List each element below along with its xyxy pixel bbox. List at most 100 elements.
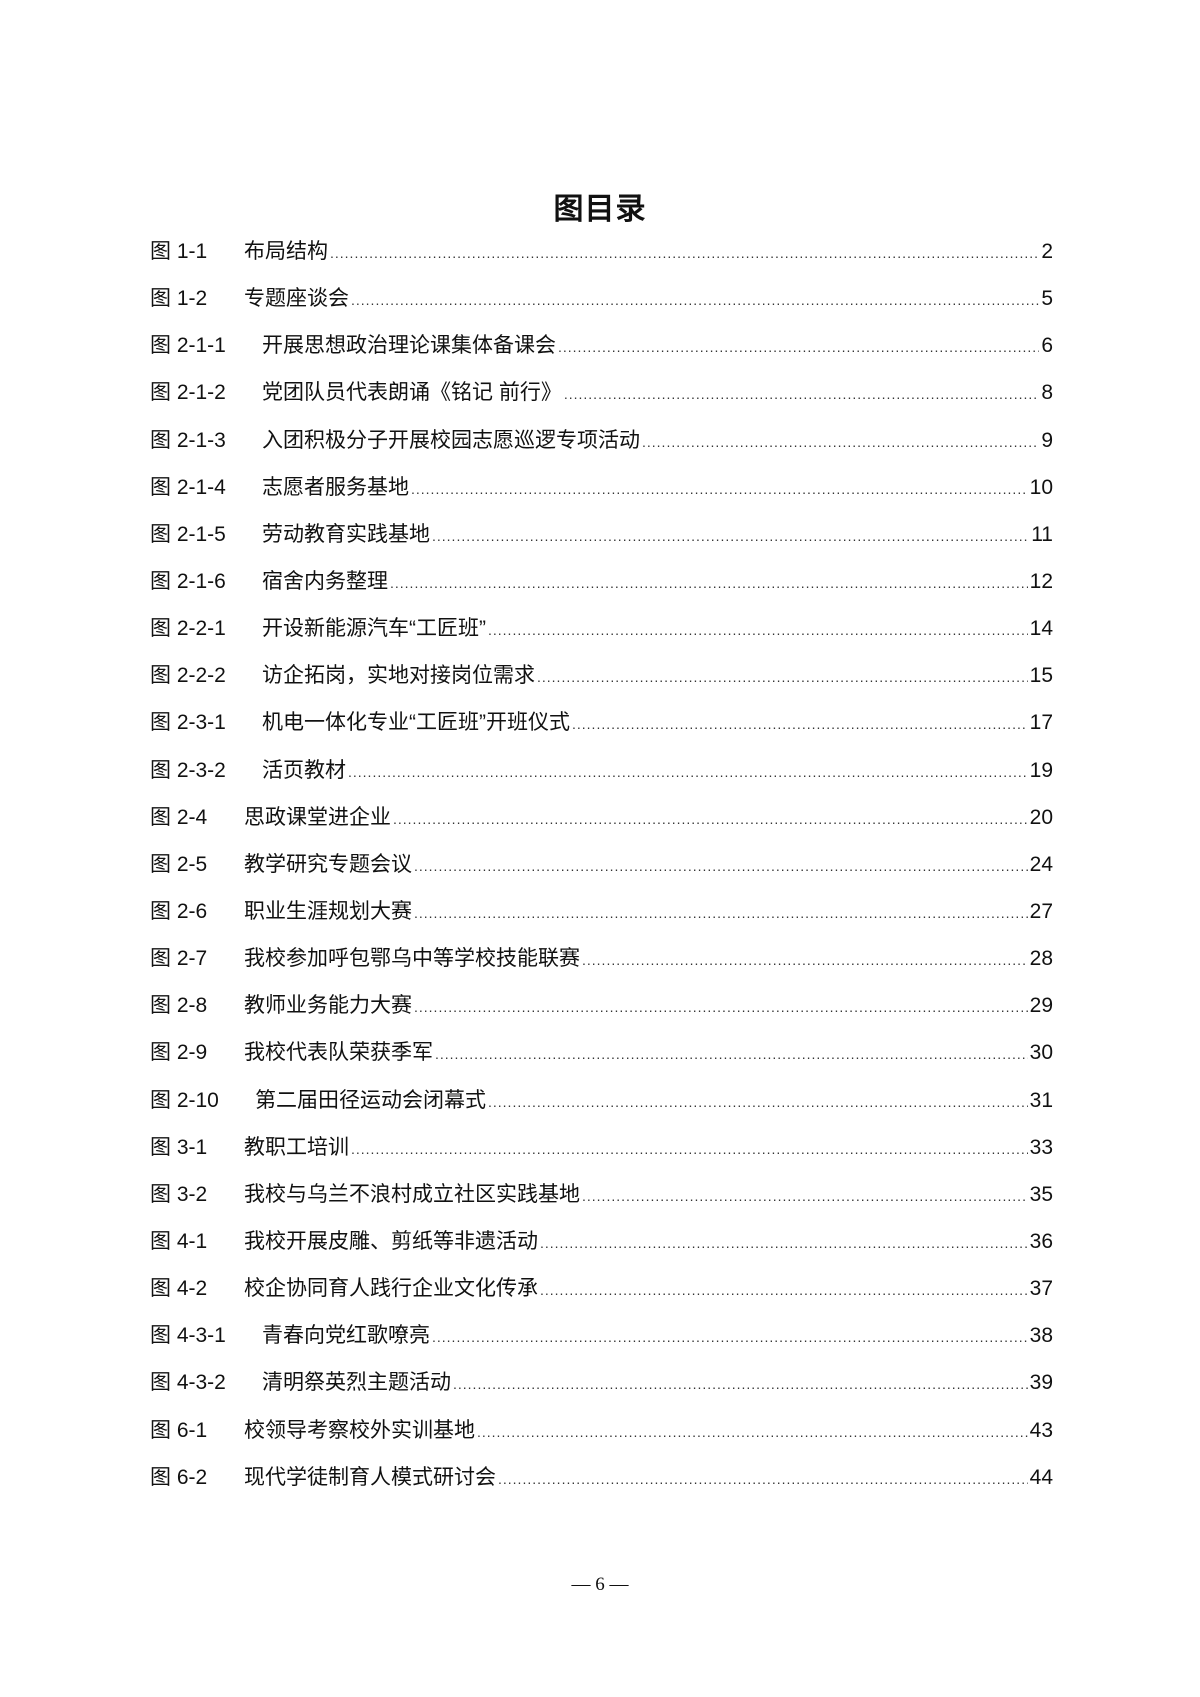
page-ref: 31 — [1029, 1088, 1053, 1112]
figure-title: 访企拓岗，实地对接岗位需求 — [262, 664, 535, 688]
page-ref: 11 — [1031, 522, 1053, 546]
page-ref: 28 — [1029, 947, 1053, 971]
figure-title: 校领导考察校外实训基地 — [244, 1418, 475, 1442]
dot-leader — [348, 752, 1028, 792]
toc-entry[interactable]: 图 2-2-1 开设新能源汽车“工匠班” 14 — [150, 609, 1053, 656]
dot-leader — [537, 657, 1028, 697]
figure-title: 活页教材 — [262, 758, 346, 782]
figure-title: 思政课堂进企业 — [244, 805, 391, 829]
figure-title: 青春向党红歌嘹亮 — [262, 1324, 430, 1348]
toc-entry[interactable]: 图 2-1-1 开展思想政治理论课集体备课会 6 — [150, 326, 1053, 373]
figure-number: 图 6-2 — [150, 1465, 208, 1489]
figure-number: 图 2-10 — [150, 1088, 219, 1112]
page-ref: 39 — [1029, 1371, 1053, 1395]
figure-title: 现代学徒制育人模式研讨会 — [244, 1465, 496, 1489]
dot-leader — [435, 1034, 1028, 1074]
figure-number: 图 3-1 — [150, 1135, 208, 1159]
figure-title: 我校参加呼包鄂乌中等学校技能联赛 — [244, 947, 580, 971]
page-ref: 6 — [1041, 334, 1053, 358]
figure-number: 图 4-3-1 — [150, 1324, 226, 1348]
dot-leader — [453, 1364, 1028, 1404]
figure-title: 我校开展皮雕、剪纸等非遗活动 — [244, 1229, 538, 1253]
figure-title: 入团积极分子开展校园志愿巡逻专项活动 — [262, 428, 640, 452]
page-ref: 14 — [1029, 617, 1053, 641]
toc-entry[interactable]: 图 3-1 教职工培训 33 — [150, 1128, 1053, 1175]
figure-number: 图 2-8 — [150, 994, 208, 1018]
figure-number: 图 2-7 — [150, 947, 208, 971]
toc-entry[interactable]: 图 4-2 校企协同育人践行企业文化传承 37 — [150, 1269, 1053, 1316]
figure-title: 职业生涯规划大赛 — [244, 899, 412, 923]
toc-entry[interactable]: 图 2-10 第二届田径运动会闭幕式 31 — [150, 1081, 1053, 1128]
page-title: 图目录 — [553, 193, 647, 226]
figure-number: 图 2-1-3 — [150, 428, 226, 452]
toc-entry[interactable]: 图 6-2 现代学徒制育人模式研讨会 44 — [150, 1458, 1053, 1505]
toc-entry[interactable]: 图 2-1-6 宿舍内务整理 12 — [150, 562, 1053, 609]
figure-number: 图 1-2 — [150, 287, 208, 311]
page-ref: 20 — [1029, 805, 1053, 829]
dot-leader — [642, 422, 1039, 462]
figure-title: 教师业务能力大赛 — [244, 994, 412, 1018]
figure-title: 劳动教育实践基地 — [262, 522, 430, 546]
dot-leader — [572, 704, 1028, 744]
dot-leader — [540, 1223, 1028, 1263]
page-ref: 29 — [1029, 994, 1053, 1018]
figure-title: 布局结构 — [244, 240, 328, 263]
toc-entry[interactable]: 图 4-3-2 清明祭英烈主题活动 39 — [150, 1363, 1053, 1410]
figure-number: 图 2-4 — [150, 805, 208, 829]
figure-number: 图 2-5 — [150, 852, 208, 876]
figure-number: 图 4-2 — [150, 1277, 208, 1301]
figure-number: 图 1-1 — [150, 240, 208, 263]
toc-entry[interactable]: 图 2-3-2 活页教材 19 — [150, 751, 1053, 798]
toc-entry[interactable]: 图 2-1-4 志愿者服务基地 10 — [150, 468, 1053, 515]
figure-number: 图 2-3-2 — [150, 758, 226, 782]
page-ref: 15 — [1029, 664, 1053, 688]
toc-entry[interactable]: 图 1-1 布局结构 2 — [150, 232, 1053, 279]
toc-entry[interactable]: 图 2-1-2 党团队员代表朗诵《铭记 前行》 8 — [150, 373, 1053, 420]
toc-entry[interactable]: 图 2-4 思政课堂进企业 20 — [150, 798, 1053, 845]
figure-title: 清明祭英烈主题活动 — [262, 1371, 451, 1395]
page-ref: 35 — [1029, 1182, 1053, 1206]
dot-leader — [477, 1412, 1028, 1452]
figure-number: 图 2-1-6 — [150, 569, 226, 593]
figure-title: 我校代表队荣获季军 — [244, 1041, 433, 1065]
figure-title: 宿舍内务整理 — [262, 569, 388, 593]
figure-number: 图 2-3-1 — [150, 711, 226, 735]
page-ref: 8 — [1041, 381, 1053, 405]
dot-leader — [582, 1176, 1028, 1216]
figure-number: 图 6-1 — [150, 1418, 208, 1442]
page-ref: 5 — [1041, 287, 1053, 311]
dot-leader — [414, 846, 1028, 886]
figure-title: 开展思想政治理论课集体备课会 — [262, 334, 556, 358]
page-ref: 12 — [1029, 569, 1053, 593]
toc-entry[interactable]: 图 6-1 校领导考察校外实训基地 43 — [150, 1411, 1053, 1458]
toc-entry[interactable]: 图 2-5 教学研究专题会议 24 — [150, 845, 1053, 892]
figure-title: 专题座谈会 — [244, 287, 349, 311]
toc-entry[interactable]: 图 2-8 教师业务能力大赛 29 — [150, 986, 1053, 1033]
toc-entry[interactable]: 图 4-1 我校开展皮雕、剪纸等非遗活动 36 — [150, 1222, 1053, 1269]
toc-entry[interactable]: 图 2-6 职业生涯规划大赛 27 — [150, 892, 1053, 939]
page-number: — 6 — — [571, 1574, 629, 1595]
toc-entry[interactable]: 图 2-9 我校代表队荣获季军 30 — [150, 1033, 1053, 1080]
figure-title: 校企协同育人践行企业文化传承 — [244, 1277, 538, 1301]
toc-entry[interactable]: 图 2-2-2 访企拓岗，实地对接岗位需求 15 — [150, 656, 1053, 703]
page-ref: 43 — [1029, 1418, 1053, 1442]
toc-entry[interactable]: 图 3-2 我校与乌兰不浪村成立社区实践基地 35 — [150, 1175, 1053, 1222]
page-ref: 10 — [1029, 475, 1053, 499]
figure-number: 图 2-1-5 — [150, 522, 226, 546]
toc-entry[interactable]: 图 2-7 我校参加呼包鄂乌中等学校技能联赛 28 — [150, 939, 1053, 986]
figure-number: 图 2-1-2 — [150, 381, 226, 405]
page-ref: 27 — [1029, 899, 1053, 923]
figure-title: 志愿者服务基地 — [262, 475, 409, 499]
toc-entry[interactable]: 图 2-3-1 机电一体化专业“工匠班”开班仪式 17 — [150, 703, 1053, 750]
dot-leader — [390, 563, 1028, 603]
page-ref: 38 — [1029, 1324, 1053, 1348]
dot-leader — [351, 1129, 1028, 1169]
toc-entry[interactable]: 图 2-1-3 入团积极分子开展校园志愿巡逻专项活动 9 — [150, 421, 1053, 468]
dot-leader — [488, 1082, 1028, 1122]
toc-entry[interactable]: 图 4-3-1 青春向党红歌嘹亮 38 — [150, 1316, 1053, 1363]
toc-entry[interactable]: 图 1-2 专题座谈会 5 — [150, 279, 1053, 326]
figure-title: 党团队员代表朗诵《铭记 前行》 — [262, 381, 562, 405]
toc-entry[interactable]: 图 2-1-5 劳动教育实践基地 11 — [150, 515, 1053, 562]
figure-number: 图 4-3-2 — [150, 1371, 226, 1395]
page-ref: 36 — [1029, 1229, 1053, 1253]
